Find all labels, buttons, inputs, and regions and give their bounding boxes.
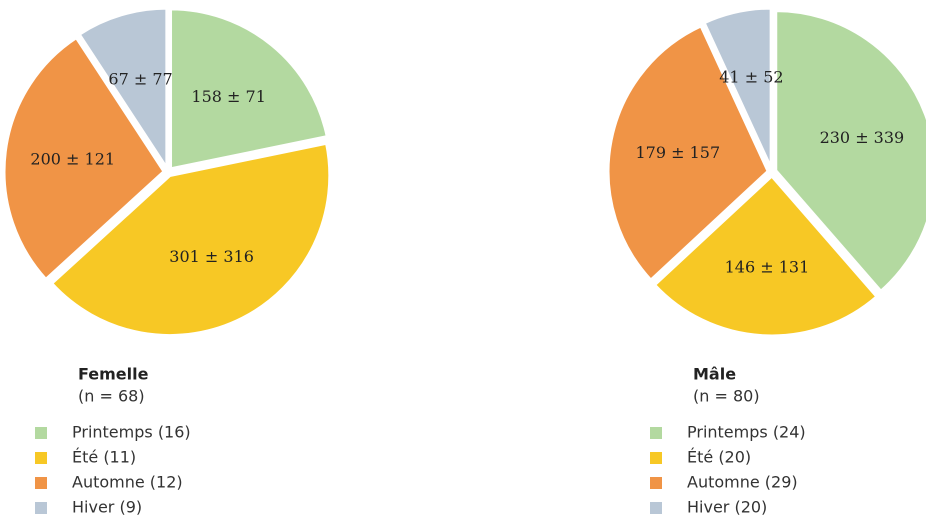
legend-label: Été (20) [687,448,751,467]
slice-label: 200 ± 121 [30,149,115,168]
legend-swatch [35,427,47,439]
slice-label: 230 ± 339 [820,128,905,147]
slice-label: 301 ± 316 [169,247,254,266]
legend-label: Automne (12) [72,473,183,492]
legend-swatch [650,427,662,439]
legend-swatch [650,502,662,514]
legend-swatch [35,452,47,464]
pie-slice [2,35,166,282]
legend-subtitle: (n = 68) [78,387,145,406]
slice-label: 146 ± 131 [725,257,810,276]
legend-label: Été (11) [72,448,136,467]
pie-slice [702,6,773,169]
pie-slice [774,9,926,294]
pie-slice [77,6,169,174]
legend-label: Hiver (9) [72,498,142,517]
legend-label: Printemps (24) [687,423,806,442]
slice-label: 41 ± 52 [719,68,783,87]
legend-subtitle: (n = 80) [693,387,760,406]
pie-slice [49,141,332,338]
legend-label: Printemps (16) [72,423,191,442]
legend-title: Femelle [78,365,149,384]
slice-label: 179 ± 157 [635,143,720,162]
legend-label: Automne (29) [687,473,798,492]
slice-label: 158 ± 71 [191,87,265,106]
slice-label: 67 ± 77 [108,70,172,89]
legend-title: Mâle [693,365,736,384]
pie-slice [606,23,770,283]
legend-swatch [650,477,662,489]
legend-swatch [35,477,47,489]
pie-slice [169,7,330,171]
pie-slice [652,173,880,338]
legend-swatch [650,452,662,464]
legend-swatch [35,502,47,514]
legend-label: Hiver (20) [687,498,767,517]
